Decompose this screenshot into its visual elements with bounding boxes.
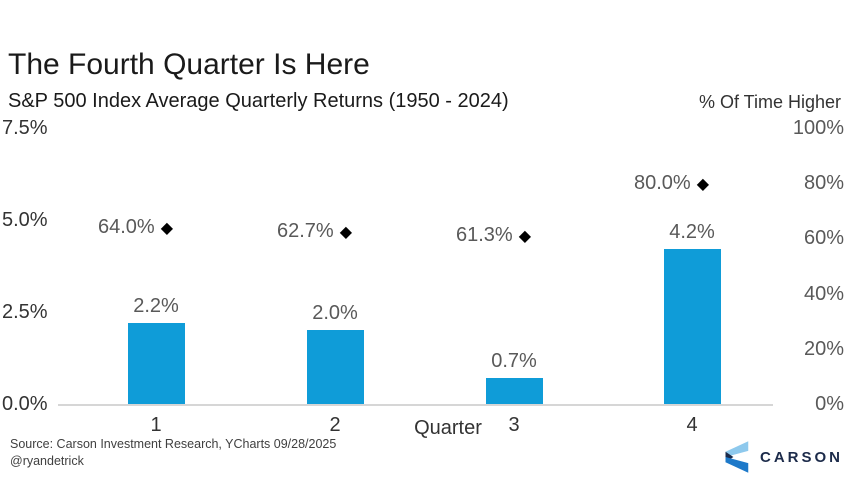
chart-title: The Fourth Quarter Is Here <box>8 48 370 81</box>
diamond-marker-icon: ◆ <box>339 223 352 241</box>
quarterly-return-bar <box>306 330 364 404</box>
quarterly-return-bar <box>485 378 543 404</box>
time-higher-annotation: 61.3% ◆ <box>381 222 531 250</box>
right-axis-title: % Of Time Higher <box>698 92 841 112</box>
carson-logo: CARSON <box>722 441 843 473</box>
diamond-marker-icon: ◆ <box>696 176 709 194</box>
right-axis-tick-label: 20% <box>803 337 844 360</box>
quarterly-return-bar <box>663 249 721 404</box>
carson-logo-icon <box>725 441 749 473</box>
x-axis-tick-label: 1 <box>150 414 162 436</box>
right-axis-tick-label: 0% <box>815 393 844 415</box>
right-axis-tick-label: 80% <box>803 172 844 195</box>
time-higher-annotation: 80.0% ◆ <box>559 170 709 198</box>
time-higher-value: 61.3% <box>455 223 513 246</box>
x-axis-tick-label: 3 <box>508 414 520 436</box>
bar-value-label: 0.7% <box>491 350 537 373</box>
chart-subtitle: S&P 500 Index Average Quarterly Returns … <box>8 90 509 112</box>
diamond-marker-icon: ◆ <box>518 227 531 245</box>
time-higher-annotation: 64.0% ◆ <box>23 214 173 242</box>
left-axis-tick-label: 2.5% <box>2 301 48 323</box>
time-higher-value: 64.0% <box>97 216 155 239</box>
diamond-marker-icon: ◆ <box>160 220 173 238</box>
left-axis-tick-label: 0.0% <box>2 393 48 415</box>
time-higher-value: 62.7% <box>276 219 334 242</box>
bar-value-label: 4.2% <box>669 221 715 244</box>
x-axis-line <box>58 404 773 406</box>
quarterly-return-bar <box>127 323 185 404</box>
right-axis-tick-label: 60% <box>803 227 844 250</box>
x-axis-tick-label: 4 <box>686 414 698 436</box>
bar-value-label: 2.0% <box>312 302 358 325</box>
carson-logo-text: CARSON <box>759 448 843 466</box>
right-axis-tick-label: 40% <box>803 282 844 305</box>
source-note: Source: Carson Investment Research, YCha… <box>10 437 337 451</box>
right-axis-tick-label: 100% <box>792 117 844 139</box>
author-handle: @ryandetrick <box>10 454 84 468</box>
time-higher-annotation: 62.7% ◆ <box>202 218 352 246</box>
x-axis-tick-label: 2 <box>329 414 341 436</box>
bar-value-label: 2.2% <box>133 295 179 318</box>
left-axis-tick-label: 7.5% <box>2 117 48 139</box>
left-axis-tick-label: 5.0% <box>2 209 48 231</box>
x-axis-title: Quarter <box>414 417 482 439</box>
time-higher-value: 80.0% <box>633 172 691 195</box>
